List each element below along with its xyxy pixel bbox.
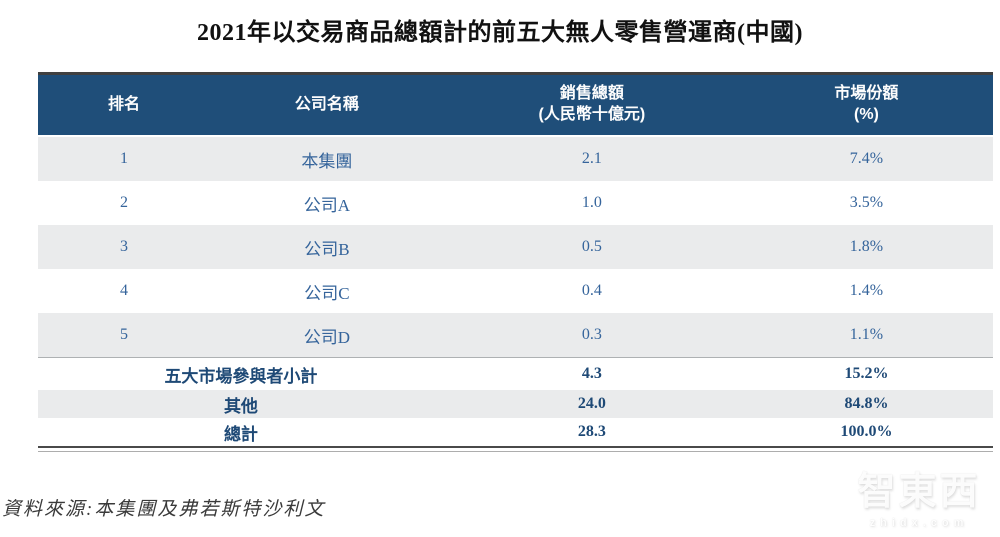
table-row: 4 公司C 0.4 1.4% [38, 269, 993, 313]
cell-rank: 2 [119, 194, 128, 211]
cell-company: 公司C [304, 283, 350, 303]
cell-share: 1.1% [849, 326, 884, 343]
cell-company: 公司B [304, 239, 350, 259]
cell-company: 公司D [303, 327, 351, 347]
watermark-subtext: zhidx.com [869, 517, 969, 529]
cell-rank: 5 [119, 326, 128, 343]
subtotal-share: 15.2% [844, 365, 889, 382]
table-row: 3 公司B 0.5 1.8% [38, 225, 993, 269]
cell-sales: 0.5 [581, 238, 602, 255]
cell-sales: 0.4 [581, 282, 602, 299]
cell-share: 1.4% [849, 282, 884, 299]
col-header-company: 公司名稱 [210, 95, 444, 116]
others-label: 其他 [223, 396, 258, 416]
col-header-rank-label: 排名 [107, 95, 140, 113]
cell-sales: 1.0 [581, 194, 602, 211]
watermark-text: 智東西 [857, 471, 981, 513]
table-row: 1 本集團 2.1 7.4% [38, 137, 993, 181]
cell-sales: 2.1 [581, 150, 602, 167]
col-header-share-label: 市場份額 [834, 85, 899, 103]
cell-company: 公司A [303, 195, 351, 215]
col-header-sales-sublabel: (人民幣十億元) [538, 106, 646, 123]
cell-share: 3.5% [849, 194, 884, 211]
table-row: 2 公司A 1.0 3.5% [38, 181, 993, 225]
col-header-sales-label: 銷售總額 [559, 85, 624, 103]
cell-rank: 1 [119, 150, 128, 167]
table-bottom-rule-light [38, 451, 993, 452]
cell-sales: 0.3 [581, 326, 602, 343]
top5-operators-table: 排名 公司名稱 銷售總額 (人民幣十億元) 市場份額 (%) 1 本集團 2.1… [38, 72, 993, 452]
col-header-share: 市場份額 (%) [740, 84, 993, 126]
cell-rank: 3 [119, 238, 128, 255]
total-row: 總計 28.3 100.0% [38, 418, 993, 446]
col-header-share-sublabel: (%) [853, 106, 879, 123]
total-sales: 28.3 [577, 423, 606, 440]
subtotal-label: 五大市場參與者小計 [164, 366, 318, 386]
table-bottom-rule-dark [38, 446, 993, 448]
others-share: 84.8% [844, 395, 889, 412]
table-header-row: 排名 公司名稱 銷售總額 (人民幣十億元) 市場份額 (%) [38, 72, 993, 135]
cell-rank: 4 [119, 282, 128, 299]
subtotal-sales: 4.3 [581, 365, 602, 382]
others-row: 其他 24.0 84.8% [38, 390, 993, 418]
subtotal-row: 五大市場參與者小計 4.3 15.2% [38, 357, 993, 390]
others-sales: 24.0 [577, 395, 606, 412]
source-note: 資料來源:本集團及弗若斯特沙利文 [2, 499, 326, 520]
col-header-rank: 排名 [38, 95, 210, 116]
cell-share: 7.4% [849, 150, 884, 167]
col-header-company-label: 公司名稱 [294, 95, 359, 113]
watermark-logo: 智東西 zhidx.com [844, 460, 994, 529]
cell-share: 1.8% [849, 238, 884, 255]
col-header-sales: 銷售總額 (人民幣十億元) [444, 84, 740, 126]
table-row: 5 公司D 0.3 1.1% [38, 313, 993, 357]
total-label: 總計 [223, 424, 258, 444]
total-share: 100.0% [840, 423, 893, 440]
page-title: 2021年以交易商品總額計的前五大無人零售營運商(中國) [197, 20, 803, 46]
cell-company: 本集團 [301, 151, 353, 171]
